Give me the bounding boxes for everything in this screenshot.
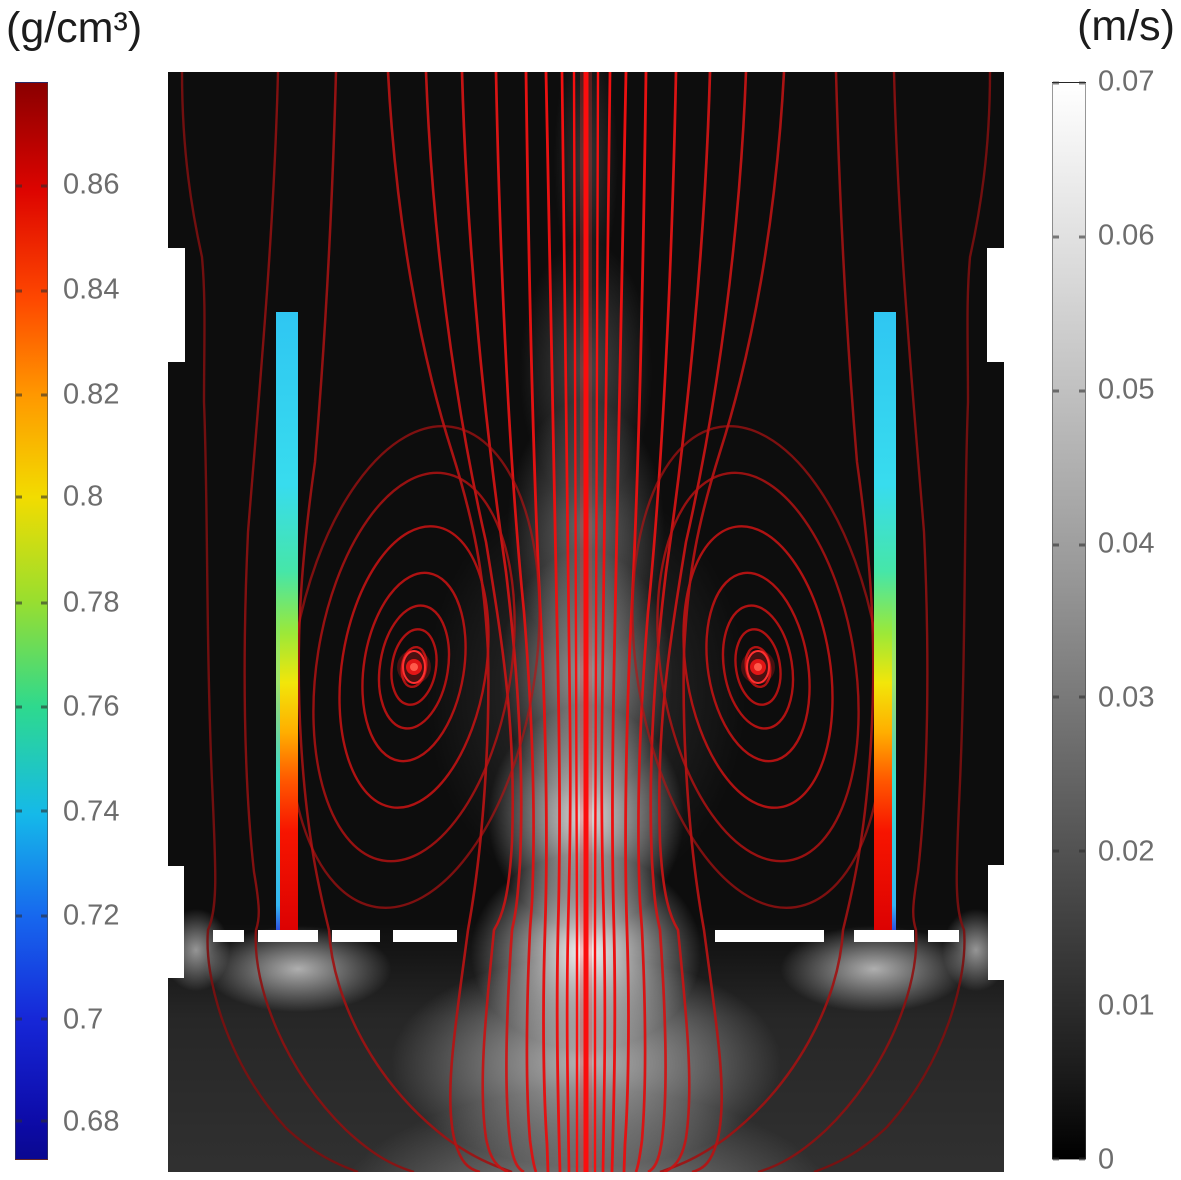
tick-mark <box>1053 695 1059 699</box>
tick-mark <box>1053 235 1059 239</box>
tick-mark <box>16 914 22 918</box>
baffle-dash <box>854 930 914 942</box>
tick-label: 0.78 <box>63 586 120 619</box>
tick-mark <box>16 601 22 605</box>
density-colorbar-gradient <box>15 82 48 1160</box>
tick-label: 0 <box>1098 1143 1115 1176</box>
simulation-plot <box>168 72 1004 1172</box>
tick-label: 0.06 <box>1098 219 1155 252</box>
tick-mark <box>41 393 47 397</box>
tick-label: 0.03 <box>1098 681 1155 714</box>
velocity-colorbar-gradient <box>1052 81 1086 1161</box>
tick-mark <box>1079 235 1085 239</box>
tick-mark <box>41 809 47 813</box>
baffle-dash-layer <box>168 72 1004 1172</box>
tick-mark <box>16 184 22 188</box>
density-colorbar-labels: 0.86 0.84 0.82 0.8 0.78 0.76 0.74 0.72 0.7 0.68 <box>63 82 165 1160</box>
streamlines-layer <box>180 72 992 1172</box>
tick-mark <box>41 289 47 293</box>
tick-mark <box>41 184 47 188</box>
tick-label: 0.72 <box>63 899 120 932</box>
tick-mark <box>1053 81 1059 85</box>
tick-mark <box>1079 695 1085 699</box>
tick-mark <box>1079 1003 1085 1007</box>
baffle-dash <box>332 930 380 942</box>
wall-notch-layer <box>168 72 1004 1172</box>
tick-label: 0.05 <box>1098 373 1155 406</box>
baffle-dash <box>213 930 244 942</box>
tick-mark <box>1053 1003 1059 1007</box>
wall-notch <box>168 866 184 978</box>
tick-label: 0.84 <box>63 273 120 306</box>
tick-mark <box>16 1017 22 1021</box>
tick-label: 0.7 <box>63 1003 104 1036</box>
right-rod <box>874 312 896 930</box>
tick-mark <box>1079 1157 1085 1161</box>
tick-mark <box>1053 389 1059 393</box>
tick-label: 0.68 <box>63 1105 120 1138</box>
tick-mark <box>16 1119 22 1123</box>
tick-label: 0.02 <box>1098 835 1155 868</box>
baffle-dash <box>258 930 318 942</box>
tick-label: 0.04 <box>1098 527 1155 560</box>
velocity-unit-label: (m/s) <box>1077 2 1175 50</box>
tick-mark <box>41 495 47 499</box>
left-rod <box>276 312 298 930</box>
tick-label: 0.86 <box>63 168 120 201</box>
tick-label: 0.76 <box>63 690 120 723</box>
baffle-dash <box>928 930 959 942</box>
tick-mark <box>1079 389 1085 393</box>
tick-label: 0.82 <box>63 378 120 411</box>
density-colorbar: 0.86 0.84 0.82 0.8 0.78 0.76 0.74 0.72 0.7 0.68 <box>15 82 165 1160</box>
tick-label: 0.07 <box>1098 65 1155 98</box>
tick-mark <box>41 1119 47 1123</box>
tick-mark <box>1079 849 1085 853</box>
tick-mark <box>1053 543 1059 547</box>
tick-mark <box>16 809 22 813</box>
baffle-dash <box>715 930 779 942</box>
tick-mark <box>1079 81 1085 85</box>
baffle-dash <box>776 930 824 942</box>
tick-mark <box>41 914 47 918</box>
velocity-colorbar: 0.07 0.06 0.05 0.04 0.03 0.02 0.01 0 <box>1052 66 1180 1176</box>
tick-label: 0.01 <box>1098 989 1155 1022</box>
wall-notch <box>988 865 1004 980</box>
density-unit-label: (g/cm³) <box>6 4 143 52</box>
tick-label: 0.74 <box>63 795 120 828</box>
tick-mark <box>16 495 22 499</box>
tick-mark <box>16 393 22 397</box>
tick-label: 0.8 <box>63 480 104 513</box>
tick-mark <box>1079 543 1085 547</box>
tick-mark <box>41 601 47 605</box>
baffle-dash <box>393 930 457 942</box>
tick-mark <box>16 705 22 709</box>
wall-notch <box>168 248 185 362</box>
tick-mark <box>1053 849 1059 853</box>
wall-notch <box>987 248 1004 362</box>
tick-mark <box>16 289 22 293</box>
velocity-colorbar-labels: 0.07 0.06 0.05 0.04 0.03 0.02 0.01 0 <box>1098 66 1180 1176</box>
tick-mark <box>1053 1157 1059 1161</box>
tick-mark <box>41 1017 47 1021</box>
tick-mark <box>41 705 47 709</box>
